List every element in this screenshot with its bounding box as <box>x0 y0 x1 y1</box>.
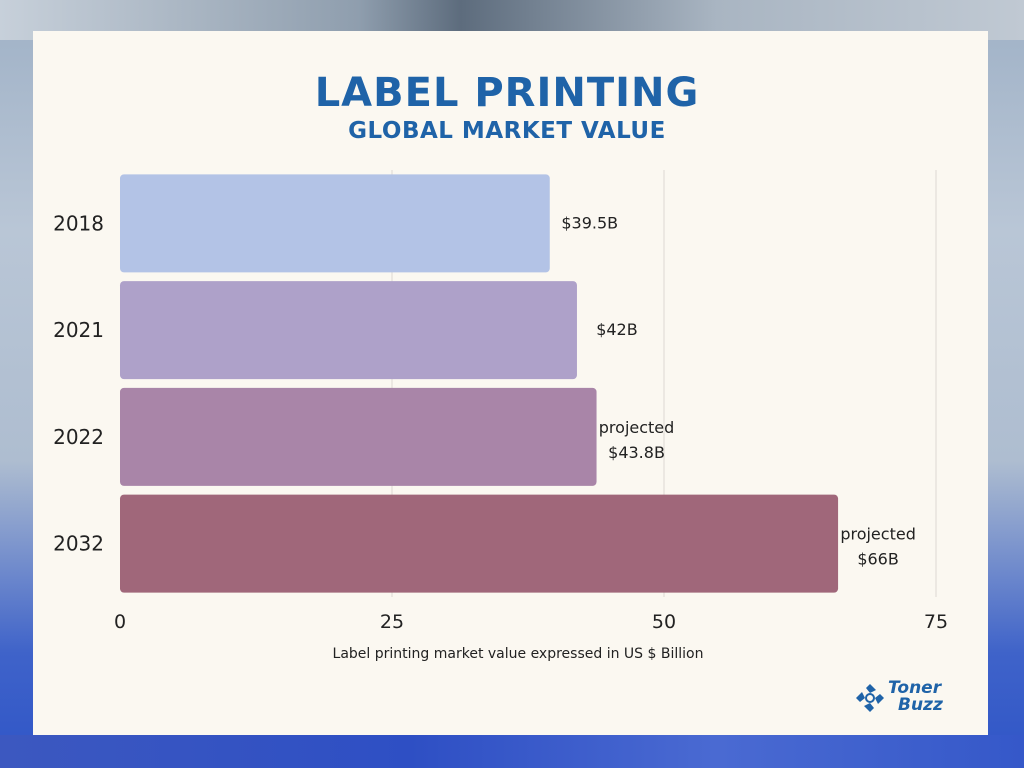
toner-buzz-logo: Toner Buzz <box>854 680 974 720</box>
category-label: 2022 <box>53 425 104 449</box>
logo-text: Toner Buzz <box>888 680 943 714</box>
category-label: 2021 <box>53 318 104 342</box>
data-label: projected <box>840 525 916 544</box>
data-label: projected <box>599 418 675 437</box>
chart-subtitle: GLOBAL MARKET VALUE <box>348 118 666 144</box>
background-bottom <box>0 735 1024 768</box>
data-label: $39.5B <box>561 213 618 232</box>
data-label: $43.8B <box>608 443 665 462</box>
x-axis-label: Label printing market value expressed in… <box>333 646 704 662</box>
bar-2022 <box>120 387 597 486</box>
infographic-card <box>33 31 988 735</box>
x-tick-label: 25 <box>380 611 404 633</box>
chart-title: LABEL PRINTING <box>314 70 700 116</box>
bar-2021 <box>120 281 577 380</box>
bar-2032 <box>120 494 839 593</box>
category-label: 2032 <box>53 532 104 556</box>
logo-swirl-icon <box>856 684 884 712</box>
logo-text-line2: Buzz <box>898 695 943 715</box>
logo-text-line1: Toner <box>888 678 942 698</box>
category-label: 2018 <box>53 211 104 235</box>
x-tick-label: 0 <box>114 611 126 633</box>
bar-2018 <box>120 174 550 273</box>
data-label: $42B <box>596 320 638 339</box>
x-tick-label: 75 <box>924 611 948 633</box>
data-label: $66B <box>857 550 899 569</box>
x-tick-label: 50 <box>652 611 676 633</box>
